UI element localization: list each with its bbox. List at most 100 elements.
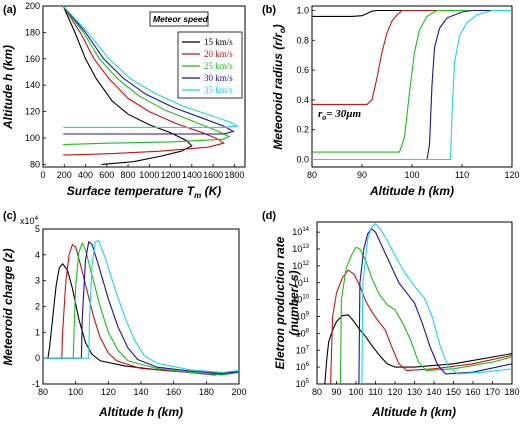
panel-c-ytick-label: 3 [35, 276, 40, 286]
panel-b-ytick-label: 0.8 [296, 35, 309, 45]
legend-entry: 35 km/s [204, 85, 233, 95]
panel-d-ytick-label: 106 [296, 362, 310, 372]
panel-a-xtick-label: 200 [57, 170, 72, 180]
panel-a-ytick-label: 140 [25, 80, 40, 90]
panel-b-xtick-label: 90 [357, 170, 367, 180]
panel-c-series-3 [43, 241, 240, 376]
panel-b-series-1 [312, 9, 512, 17]
panel-c-exponent: x104 [20, 215, 39, 226]
panel-b-ytick-label: 0.4 [296, 95, 309, 105]
panel-c-series-4 [43, 240, 240, 375]
panel-d-xtick-label: 130 [407, 387, 422, 397]
panel-a-xtick-label: 1400 [182, 170, 202, 180]
panel-b-xtick-label: 120 [504, 170, 519, 180]
panel-a-series-1 [62, 5, 193, 165]
panel-a-xtick-label: 1000 [139, 170, 159, 180]
panel-c-ytick-label: 0 [35, 353, 40, 363]
panel-b-ytick-label: 0.2 [296, 125, 309, 135]
panel-a-series-4 [62, 5, 235, 135]
panel-a-xtick-label: 1600 [203, 170, 223, 180]
panel-a-xtick-label: 1200 [161, 170, 181, 180]
panel-d-xtick-label: 90 [331, 387, 341, 397]
panel-d-ytick-label: 107 [296, 345, 310, 355]
panel-c: (c) x104 80 100 120 140 160 180 200 -1 0 1 2 3 4 5 Me… [1, 210, 247, 419]
panel-d-ytick-label: 108 [296, 328, 310, 338]
legend-entry: 15 km/s [204, 37, 233, 47]
panel-c-xtick-label: 100 [68, 387, 83, 397]
panel-b-series-5 [312, 9, 512, 161]
panel-d-xtick-label: 160 [465, 387, 480, 397]
panel-a-xtick-label: 0 [40, 170, 45, 180]
panel-d-ytick-label: 1011 [293, 278, 310, 288]
panel-a-xlabel: Surface temperature Tm (K) [67, 184, 222, 200]
panel-a-label: (a) [3, 4, 17, 16]
panel-b-xtick-label: 80 [307, 170, 317, 180]
panel-d-series-4 [358, 228, 513, 385]
panel-d-ytick-label: 1013 [292, 244, 309, 254]
panel-a-xtick-label: 600 [99, 170, 114, 180]
panel-d-series-5 [361, 222, 513, 385]
legend-entry: 30 km/s [204, 73, 233, 83]
panel-a-ytick-label: 100 [25, 133, 40, 143]
legend-entry: 20 km/s [204, 49, 233, 59]
panel-b-frame [311, 5, 513, 168]
panel-c-ytick-label: 4 [35, 250, 40, 260]
panel-d-series-2 [330, 269, 513, 385]
panel-d-xtick-label: 180 [504, 387, 519, 397]
panel-a-ytick-label: 200 [25, 1, 40, 11]
panel-a-xtick-label: 1800 [224, 170, 244, 180]
panel-b-annotation: ro= 30μm [318, 108, 361, 122]
panel-d-xtick-label: 80 [312, 387, 322, 397]
panel-a-ylabel: Altitude h (km) [1, 45, 15, 130]
panel-b-xlabel: Altitude h (km) [369, 184, 454, 198]
panel-a-frame [42, 5, 246, 168]
panel-c-label: (c) [3, 210, 17, 222]
panel-d-ytick-label: 1010 [292, 295, 309, 305]
panel-d-ytick-label: 105 [296, 379, 310, 389]
panel-a-series-5 [62, 5, 240, 128]
panel-d-xtick-label: 140 [426, 387, 441, 397]
panel-c-xtick-label: 160 [166, 387, 181, 397]
panel-b: (b) 80 90 100 110 120 0.0 0.2 0.4 0.6 0.8 1.0 ro= … [262, 4, 520, 198]
panel-d-series-3 [339, 246, 513, 385]
panel-a-ytick-label: 160 [25, 54, 40, 64]
panel-b-label: (b) [262, 4, 276, 16]
panel-d-xtick-label: 120 [387, 387, 402, 397]
panel-c-ylabel: Meteoroid charge (z) [1, 248, 15, 365]
panel-b-series-2 [312, 9, 512, 105]
panel-d-ytick-label: 1014 [292, 227, 309, 237]
panel-b-ylabel: Meteoroid radius (r/ro) [271, 24, 287, 150]
panel-a: (a) 0 200 400 600 800 1000 1200 1400 1600 1800 80 1… [1, 1, 246, 200]
panel-c-ytick-label: 5 [35, 224, 40, 234]
panel-c-ytick-label: 1 [35, 327, 40, 337]
legend-entry: 25 km/s [204, 61, 233, 71]
panel-d-xlabel: Altitude h (km) [371, 405, 456, 419]
panel-d-label: (d) [262, 210, 276, 222]
panel-a-ytick-label: 180 [25, 27, 40, 37]
panel-d-xtick-label: 170 [485, 387, 500, 397]
legend-title-box [149, 11, 209, 27]
panel-c-ytick-label: -1 [32, 379, 40, 389]
panel-d-ytick-label: 109 [296, 312, 310, 322]
panel-b-xtick-label: 110 [455, 170, 469, 180]
panel-d-xtick-label: 100 [348, 387, 363, 397]
panel-d-ylabel: Eletron production rate [273, 236, 287, 369]
panel-b-ytick-label: 0.0 [296, 155, 309, 165]
panel-c-xtick-label: 200 [231, 387, 246, 397]
panel-a-ytick-label: 120 [25, 107, 40, 117]
panel-a-legend: Meteor speed 15 km/s 20 km/s 25 km/s 30 km/… [149, 11, 243, 99]
panel-c-xtick-label: 80 [38, 387, 48, 397]
legend-title: Meteor speed [153, 14, 209, 24]
panel-b-series-3 [312, 9, 512, 153]
panel-d: (d) 80 90 100 110 120 130 140 150 160 170 180 105 10… [262, 210, 520, 419]
panel-a-xtick-label: 400 [78, 170, 93, 180]
panel-d-series-1 [324, 314, 513, 385]
panel-c-xtick-label: 120 [101, 387, 116, 397]
panel-a-ytick-label: 80 [30, 159, 40, 169]
panel-b-ytick-label: 1.0 [296, 5, 309, 15]
panel-c-xtick-label: 180 [199, 387, 214, 397]
panel-a-series-2 [62, 5, 225, 156]
panel-a-xtick-label: 800 [121, 170, 136, 180]
panel-c-xlabel: Altitude h (km) [98, 405, 183, 419]
